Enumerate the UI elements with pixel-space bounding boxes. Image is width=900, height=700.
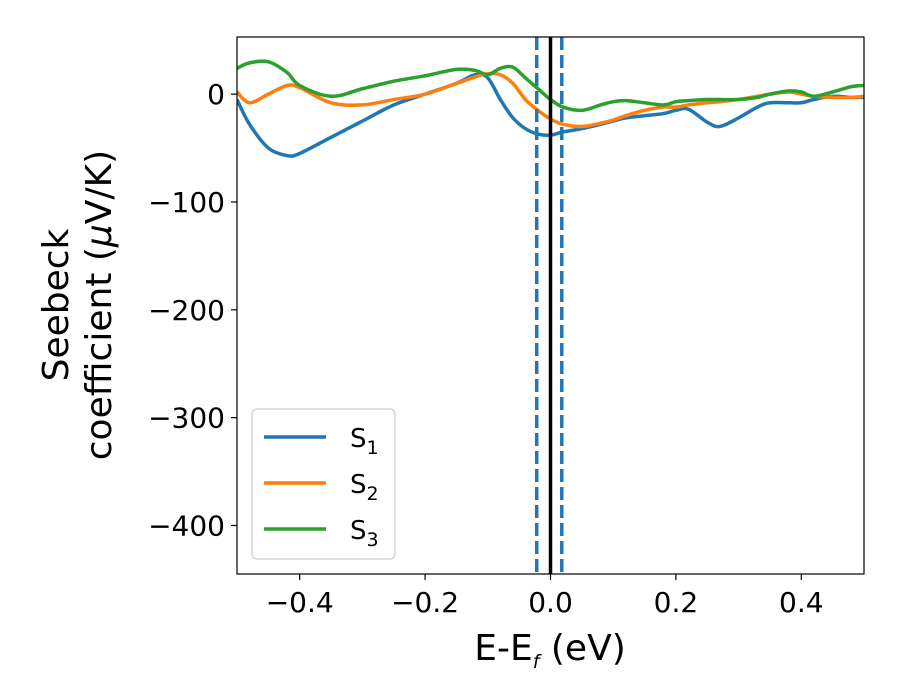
x-tick-label: 0.2 <box>654 586 699 619</box>
x-tick-label: −0.2 <box>391 586 459 619</box>
y-tick-label: −300 <box>148 402 225 435</box>
x-tick-label: 0.4 <box>779 586 824 619</box>
y-tick-label: 0 <box>207 78 225 111</box>
y-tick-label: −200 <box>148 294 225 327</box>
svg-text:Seebeck: Seebeck <box>36 228 77 381</box>
legend-label-s2: S2 <box>350 470 379 505</box>
x-axis: −0.4 −0.2 0.0 0.2 0.4 <box>266 574 824 619</box>
series-line-s3 <box>237 59 864 113</box>
x-axis-title: E-Ef (eV) <box>474 628 626 673</box>
legend-label-s1: S1 <box>350 424 379 459</box>
svg-text:coefficient (μV/K): coefficient (μV/K) <box>79 150 120 460</box>
y-tick-label: −100 <box>148 186 225 219</box>
x-tick-label: −0.4 <box>266 586 334 619</box>
y-tick-label: −400 <box>148 509 225 542</box>
x-tick-label: 0.0 <box>528 586 573 619</box>
y-axis: 0 −100 −200 −300 −400 <box>148 78 237 542</box>
series-line-s1 <box>237 72 864 158</box>
y-axis-title: Seebeck coefficient (μV/K) <box>36 150 120 460</box>
legend: S1 S2 S3 <box>251 408 396 560</box>
legend-label-s3: S3 <box>350 516 379 551</box>
